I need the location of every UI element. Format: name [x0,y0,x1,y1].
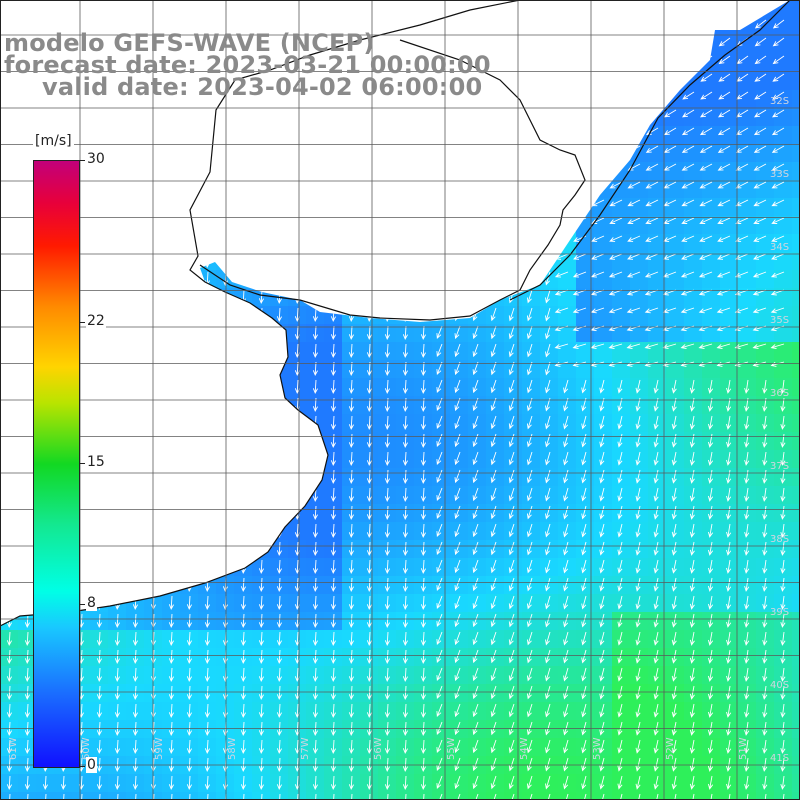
latitude-label: 38S [770,534,789,545]
longitude-label: 55W [446,737,457,760]
longitude-label: 60W [81,737,92,760]
longitude-label: 56W [373,737,384,760]
colorbar-tick-label: 22 [86,312,106,329]
latitude-label: 39S [770,607,789,618]
longitude-label: 52W [665,737,676,760]
colorbar [33,160,80,768]
title-valid-date: valid date: 2023-04-02 06:00:00 [42,73,483,101]
colorbar-tick-label: 30 [86,151,106,167]
title-forecast-date: forecast date: 2023-03-21 00:00:00 [4,51,491,79]
colorbar-tick-mark [79,604,85,606]
colorbar-tick-label: 0 [86,757,97,773]
longitude-label: 61W [8,737,19,760]
latitude-label: 37S [770,461,789,472]
colorbar-tick-label: 15 [86,454,106,470]
colorbar-tick-label: 8 [86,595,97,612]
longitude-label: 57W [300,737,311,760]
latitude-label: 32S [770,96,789,107]
title-model: modelo GEFS-WAVE (NCEP) [4,29,375,57]
coastline [0,0,791,627]
latitude-labels: 32S 33S 34S 35S 36S 37S 38S 39S 40S 41S [770,96,789,764]
colorbar-tick-mark [79,766,85,767]
colorbar-tick-mark [79,463,85,464]
longitude-label: 59W [154,737,165,760]
longitude-label: 54W [519,737,530,760]
colorbar-unit: [m/s] [33,132,74,150]
latitude-label: 34S [770,242,789,253]
latitude-label: 40S [770,680,789,691]
colorbar-tick-mark [79,160,85,161]
longitude-label: 51W [738,737,749,760]
longitude-labels: 61W 60W 59W 58W 57W 56W 55W 54W 53W 52W 51W [8,737,749,760]
longitude-label: 58W [227,737,238,760]
colorbar-tick-mark [79,321,85,323]
latitude-label: 36S [770,388,789,399]
latitude-label: 35S [770,315,789,326]
latitude-label: 33S [770,169,789,180]
longitude-label: 53W [592,737,603,760]
latitude-label: 41S [770,753,789,764]
